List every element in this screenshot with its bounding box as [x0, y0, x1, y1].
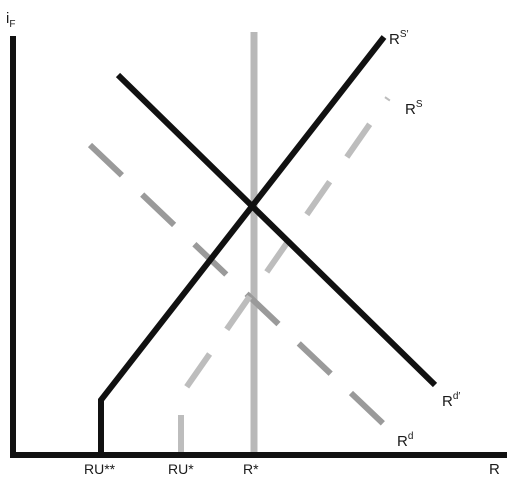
tick-label-ru-double-star: RU**	[84, 461, 116, 477]
rs-prime-curve	[98, 35, 387, 455]
x-axis-label: R	[489, 461, 500, 478]
tick-label-ru-star: RU*	[168, 461, 194, 477]
curve-label-rs: RS	[405, 99, 423, 118]
rd-prime-curve	[115, 72, 438, 388]
curve-label-rd: Rd	[397, 431, 413, 450]
curve-label-rd-prime: Rd′	[442, 391, 460, 410]
y-axis-label: iF	[6, 10, 15, 30]
rd-dashed-curve	[87, 142, 395, 435]
tick-label-r-star: R*	[243, 461, 259, 477]
rs-dashed-curve	[178, 96, 391, 455]
curve-label-rs-prime: RS′	[389, 29, 409, 48]
